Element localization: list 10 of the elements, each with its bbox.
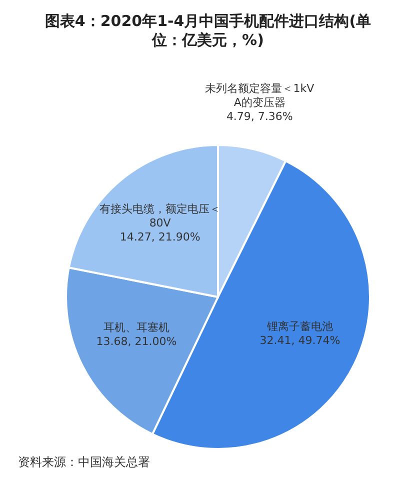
- slice-label: 未列名额定容量＜1kVA的变压器: [205, 82, 315, 109]
- chart-title: 图表4：2020年1-4月中国手机配件进口结构(单位：亿美元，%): [44, 11, 372, 51]
- data-label: 32.41, 49.74%: [260, 334, 340, 347]
- slice-label: 耳机、耳塞机: [103, 320, 170, 334]
- slice-label: 有接头电缆，额定电压＜80V: [100, 202, 221, 230]
- data-label: 13.68, 21.00%: [96, 334, 177, 348]
- text: 资料来源：中国海关总署: [17, 454, 151, 471]
- slice-label: 锂离子蓄电池: [266, 320, 333, 333]
- data-label: 14.27, 21.90%: [120, 230, 200, 244]
- data-label: 4.79, 7.36%: [226, 110, 293, 123]
